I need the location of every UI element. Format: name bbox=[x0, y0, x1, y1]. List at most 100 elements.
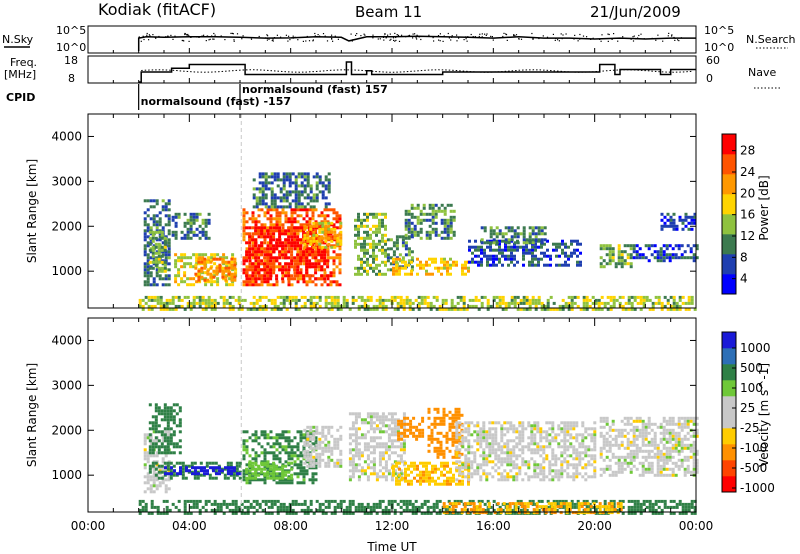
heatmap-cell bbox=[300, 304, 304, 308]
heatmap-cell bbox=[263, 271, 267, 275]
heatmap-cell bbox=[582, 298, 586, 302]
noise-search-dot bbox=[401, 34, 403, 36]
heatmap-cell bbox=[151, 464, 155, 468]
heatmap-cell bbox=[440, 482, 443, 486]
heatmap-cell bbox=[518, 442, 522, 446]
heatmap-cell bbox=[284, 220, 288, 224]
heatmap-cell bbox=[549, 254, 552, 258]
heatmap-cell bbox=[315, 233, 319, 237]
heatmap-cell bbox=[149, 217, 153, 221]
noise-search-dot bbox=[288, 35, 290, 37]
heatmap-cell bbox=[323, 250, 327, 254]
heatmap-cell bbox=[384, 212, 387, 216]
heatmap-cell bbox=[528, 304, 532, 308]
heatmap-cell bbox=[222, 298, 226, 302]
heatmap-cell bbox=[260, 274, 264, 278]
heatmap-cell bbox=[270, 202, 274, 206]
heatmap-cell bbox=[681, 301, 685, 305]
heatmap-cell bbox=[515, 463, 519, 467]
heatmap-cell bbox=[564, 251, 567, 255]
heatmap-cell bbox=[392, 269, 395, 273]
heatmap-cell bbox=[448, 437, 452, 441]
heatmap-cell bbox=[510, 260, 513, 264]
heatmap-cell bbox=[302, 280, 306, 284]
heatmap-cell bbox=[564, 260, 567, 264]
heatmap-cell bbox=[486, 241, 490, 245]
heatmap-cell bbox=[528, 241, 532, 245]
heatmap-cell bbox=[312, 431, 316, 435]
heatmap-cell bbox=[489, 248, 492, 252]
heatmap-cell bbox=[458, 460, 462, 464]
heatmap-cell bbox=[546, 248, 549, 252]
heatmap-cell bbox=[152, 484, 156, 488]
heatmap-cell bbox=[251, 433, 255, 437]
heatmap-cell bbox=[446, 230, 450, 234]
heatmap-cell bbox=[282, 184, 286, 188]
heatmap-cell bbox=[198, 224, 202, 228]
heatmap-cell bbox=[273, 172, 277, 176]
heatmap-cell bbox=[180, 277, 184, 281]
heatmap-cell bbox=[332, 256, 336, 260]
heatmap-cell bbox=[207, 295, 211, 299]
heatmap-cell bbox=[242, 259, 246, 263]
heatmap-cell bbox=[378, 442, 382, 446]
heatmap-cell bbox=[608, 259, 612, 263]
heatmap-cell bbox=[363, 472, 367, 476]
heatmap-cell bbox=[141, 307, 145, 311]
noise-search-dot bbox=[331, 34, 333, 36]
heatmap-cell bbox=[399, 298, 403, 302]
heatmap-cell bbox=[264, 205, 268, 209]
heatmap-cell bbox=[260, 470, 264, 474]
heatmap-cell bbox=[461, 436, 465, 440]
heatmap-cell bbox=[381, 445, 385, 449]
heatmap-cell bbox=[662, 244, 666, 248]
heatmap-cell bbox=[489, 263, 492, 267]
heatmap-cell bbox=[291, 295, 295, 299]
heatmap-cell bbox=[194, 472, 197, 476]
heatmap-cell bbox=[163, 236, 167, 240]
heatmap-cell bbox=[263, 238, 267, 242]
heatmap-cell bbox=[147, 295, 151, 299]
heatmap-cell bbox=[308, 259, 312, 263]
noise-search-dot bbox=[396, 34, 398, 36]
heatmap-cell bbox=[486, 239, 489, 243]
heatmap-cell bbox=[146, 199, 150, 203]
heatmap-cell bbox=[284, 268, 288, 272]
heatmap-cell bbox=[174, 262, 178, 266]
heatmap-cell bbox=[300, 184, 304, 188]
heatmap-cell bbox=[324, 437, 328, 441]
heatmap-cell bbox=[155, 223, 159, 227]
heatmap-cell bbox=[263, 448, 267, 452]
heatmap-cell bbox=[524, 427, 528, 431]
heatmap-cell bbox=[275, 256, 279, 260]
heatmap-cell bbox=[686, 256, 690, 260]
heatmap-cell bbox=[284, 271, 288, 275]
heatmap-cell bbox=[287, 271, 291, 275]
noise-search-dot bbox=[394, 32, 396, 34]
heatmap-cell bbox=[254, 436, 258, 440]
heatmap-cell bbox=[695, 244, 699, 248]
heatmap-cell bbox=[169, 476, 173, 480]
heatmap-cell bbox=[509, 451, 513, 455]
heatmap-cell bbox=[395, 257, 398, 261]
heatmap-cell bbox=[207, 236, 211, 240]
heatmap-cell bbox=[360, 451, 364, 455]
heatmap-cell bbox=[296, 241, 300, 245]
heatmap-cell bbox=[323, 280, 327, 284]
heatmap-cell bbox=[236, 472, 239, 476]
heatmap-cell bbox=[464, 463, 468, 467]
noise-search-dot bbox=[674, 39, 676, 41]
heatmap-cell bbox=[324, 298, 328, 302]
heatmap-cell bbox=[656, 256, 660, 260]
heatmap-cell bbox=[467, 445, 471, 449]
heatmap-cell bbox=[482, 463, 486, 467]
heatmap-cell bbox=[293, 244, 297, 248]
heatmap-cell bbox=[330, 295, 334, 299]
heatmap-cell bbox=[629, 247, 633, 251]
heatmap-cell bbox=[189, 277, 193, 281]
heatmap-cell bbox=[425, 467, 428, 471]
heatmap-cell bbox=[665, 247, 669, 251]
noise-search-dot bbox=[470, 33, 472, 36]
heatmap-cell bbox=[254, 433, 258, 437]
heatmap-cell bbox=[531, 260, 534, 264]
